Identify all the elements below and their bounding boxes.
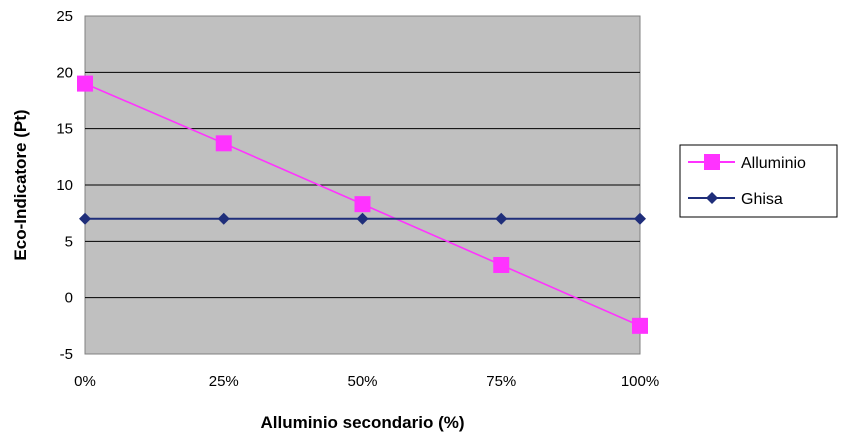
legend-marker-alluminio	[704, 154, 720, 170]
x-tick-label: 25%	[209, 373, 239, 390]
legend: Alluminio Ghisa	[679, 144, 838, 218]
data-point-ghisa	[634, 212, 646, 225]
y-axis-title: Eco-Indicatore (Pt)	[11, 109, 30, 260]
y-tick-label: -5	[60, 346, 73, 363]
data-point-ghisa	[79, 212, 91, 225]
y-tick-label: 5	[65, 233, 73, 250]
legend-label-alluminio: Alluminio	[741, 155, 806, 172]
y-tick-label: 10	[56, 177, 73, 194]
y-tick-label: 25	[56, 8, 73, 25]
data-point-ghisa	[217, 212, 230, 225]
x-tick-label: 0%	[74, 373, 96, 390]
series-group	[77, 75, 648, 334]
data-point-alluminio	[632, 317, 648, 334]
x-tick-label: 50%	[347, 373, 377, 390]
legend-marker-ghisa	[706, 192, 718, 204]
data-point-ghisa	[495, 212, 508, 225]
x-tick-labels: 0% 25% 50% 75% 100%	[74, 373, 659, 390]
data-point-alluminio	[215, 135, 232, 152]
y-tick-label: 20	[56, 64, 73, 81]
y-tick-label: 0	[65, 290, 73, 307]
y-tick-label: 15	[56, 121, 73, 138]
data-point-ghisa	[356, 212, 369, 225]
gridlines	[85, 71, 640, 299]
x-tick-label: 75%	[486, 373, 516, 390]
y-tick-labels: -5 0 5 10 15 20 25	[56, 8, 73, 363]
data-point-alluminio	[77, 75, 93, 92]
x-tick-label: 100%	[621, 373, 659, 390]
data-point-alluminio	[354, 196, 371, 213]
legend-label-ghisa: Ghisa	[741, 191, 783, 208]
x-axis-title: Alluminio secondario (%)	[260, 413, 464, 432]
data-point-alluminio	[493, 256, 510, 273]
